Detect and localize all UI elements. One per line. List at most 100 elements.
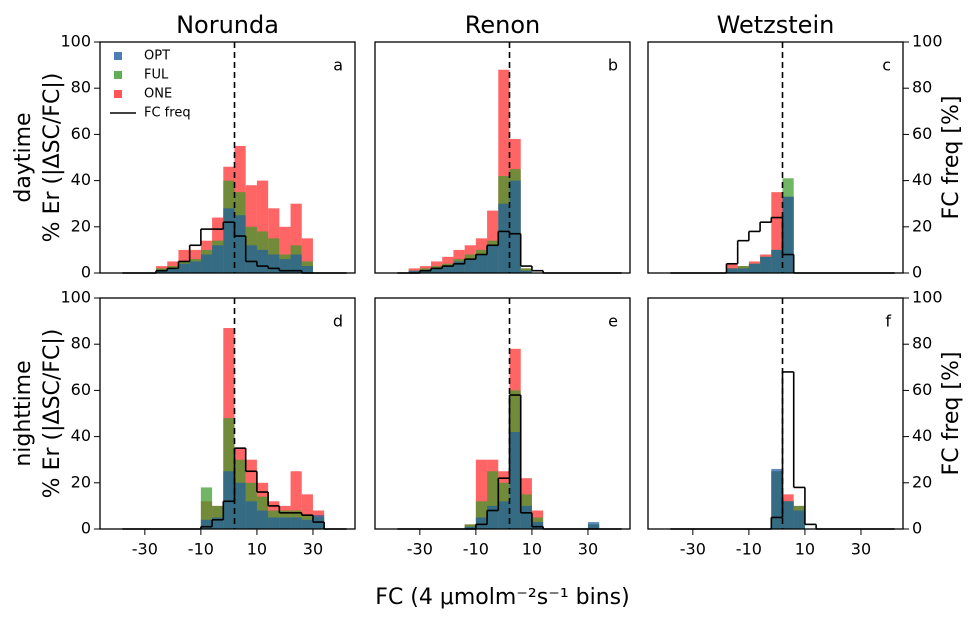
y2-tick-label: 0 [912,519,922,538]
bar [475,517,488,529]
y2-tick-label: 80 [912,334,932,353]
y-tick-label: 60 [71,380,91,399]
panel-frame [99,297,356,530]
bar [301,519,313,529]
y2-tick-label: 100 [912,288,943,307]
panel-label: e [608,312,618,331]
x-axis-label: FC (4 μmolm⁻²s⁻¹ bins) [375,585,629,610]
y-tick-label: 60 [71,124,91,143]
y-tick-label: 80 [71,334,91,353]
bar [301,494,313,529]
bar [793,510,805,529]
legend-swatch [114,71,122,79]
bar [498,203,510,273]
y2-tick-label: 0 [912,263,922,282]
bar [782,196,794,273]
bar [475,459,488,529]
bar [223,208,235,273]
bar [531,522,544,529]
y2-tick-label: 60 [912,124,932,143]
bar [726,268,738,273]
x-tick-label: 30 [851,540,871,559]
y-tick-label: 40 [71,170,91,189]
y-tick-label: 20 [71,472,91,491]
bar [431,268,443,273]
x-tick-label: -10 [736,540,762,559]
x-tick-label: 10 [247,540,267,559]
bar [487,471,499,529]
bar [156,270,168,273]
panel-frame [647,297,904,530]
legend-swatch [114,52,122,60]
x-tick-label: -10 [188,540,214,559]
bar [509,431,521,529]
x-tick-label: 30 [303,540,323,559]
y2-tick-label: 100 [912,32,943,51]
panel-frame [99,41,356,274]
bar [487,505,499,529]
bar [475,501,488,529]
panel-label: f [885,312,891,331]
x-tick-label: 30 [578,540,598,559]
bar [268,517,280,529]
x-tick-label: -30 [132,540,158,559]
bar [464,526,476,529]
y2-tick-label: 40 [912,426,932,445]
bar [256,180,269,273]
bar [782,501,794,529]
bar [408,270,420,273]
bar [212,517,224,529]
panel-frame [374,41,631,274]
bar [487,245,499,273]
y-axis-label: % Er (|ΔSC/FC|) [40,329,65,499]
x-tick-label: -30 [680,540,706,559]
panel-label: a [333,56,343,75]
panel-title: Norunda [176,11,279,39]
bar [245,501,257,529]
bar [498,69,510,273]
bar [279,226,291,273]
bar [200,254,213,273]
x-tick-label: -10 [463,540,489,559]
y-tick-label: 0 [81,519,91,538]
y2-tick-label: 40 [912,170,932,189]
y-tick-label: 100 [60,288,91,307]
legend-label: OPT [144,49,170,64]
panel-frame [647,41,904,274]
bar [771,468,783,529]
bar [279,517,291,529]
bar [453,261,465,273]
bar [520,270,532,273]
bar [167,268,179,273]
y-tick-label: 40 [71,426,91,445]
x-tick-label: -30 [407,540,433,559]
bar [464,259,476,273]
bar [178,263,190,273]
y2-tick-label: 20 [912,472,932,491]
bar [301,266,313,273]
panel-label: d [333,312,343,331]
bar [419,270,432,273]
bar [245,245,257,273]
y-tick-label: 80 [71,78,91,97]
panel-frame [374,297,631,530]
bar [256,510,269,529]
bar [268,254,280,273]
panel-label: c [882,56,891,75]
y2-axis-label: FC freq [%] [939,96,964,220]
y-tick-label: 0 [81,263,91,282]
y2-axis-label: FC freq [%] [939,352,964,476]
panel-title: Renon [465,11,540,39]
bar [234,482,246,529]
y-axis-label: % Er (|ΔSC/FC|) [40,73,65,243]
bar [475,254,488,273]
y-tick-label: 100 [60,32,91,51]
bar [509,180,521,273]
bar [290,254,302,273]
bar [771,249,783,273]
bar [279,259,291,273]
bar [748,263,761,273]
bar [256,249,269,273]
